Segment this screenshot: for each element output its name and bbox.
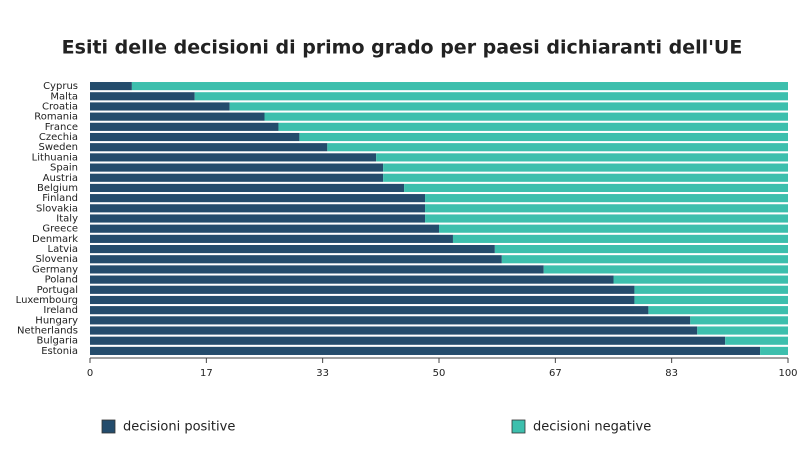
- bar-segment: [90, 214, 426, 223]
- y-tick-label: Italy: [56, 214, 78, 225]
- bar-segment: [90, 102, 230, 111]
- bar-segment: [613, 275, 788, 284]
- bar-segment: [90, 316, 691, 325]
- bar-segment: [404, 183, 788, 193]
- bar-segment: [383, 173, 788, 182]
- y-tick-label: France: [45, 122, 78, 133]
- bar-segment: [760, 346, 788, 355]
- y-tick-label: Bulgaria: [37, 336, 78, 347]
- legend-label: decisioni positive: [123, 420, 235, 435]
- bar-segment: [90, 112, 265, 121]
- bar-segment: [90, 122, 279, 131]
- y-tick-label: Portugal: [37, 285, 78, 296]
- bar-segment: [501, 255, 788, 264]
- bar-segment: [299, 132, 788, 142]
- bar-segment: [90, 306, 649, 315]
- bar-segment: [90, 194, 426, 203]
- y-tick-label: Latvia: [48, 244, 78, 255]
- bar-segment: [425, 194, 788, 203]
- bar-segment: [90, 153, 377, 162]
- y-tick-label: Greece: [42, 224, 78, 235]
- bar-segment: [634, 285, 788, 294]
- y-tick-label: Denmark: [32, 234, 78, 245]
- bar-segment: [90, 275, 614, 284]
- y-tick-label: Ireland: [43, 305, 78, 316]
- bar-segment: [90, 224, 439, 233]
- bar-segment: [90, 143, 328, 152]
- bar-segment: [229, 102, 789, 111]
- bar-segment: [725, 336, 788, 345]
- bar-segment: [90, 346, 761, 355]
- bar-segment: [494, 244, 788, 254]
- legend-swatch: [511, 419, 526, 434]
- chart-title: Esiti delle decisioni di primo grado per…: [62, 37, 743, 59]
- bar-segment: [90, 255, 502, 264]
- bar-segment: [90, 82, 132, 91]
- y-tick-label: Romania: [34, 112, 78, 123]
- y-tick-label: Austria: [43, 173, 78, 184]
- bar-segment: [90, 173, 384, 182]
- bar-segment: [278, 122, 788, 131]
- legend-label: decisioni negative: [533, 420, 651, 435]
- y-tick-label: Luxembourg: [16, 295, 78, 306]
- bar-segment: [648, 306, 788, 315]
- bar-segment: [264, 112, 788, 121]
- bar-segment: [327, 143, 788, 152]
- bar-segment: [439, 224, 788, 233]
- x-tick-label: 100: [778, 368, 797, 379]
- x-tick-label: 67: [549, 368, 562, 379]
- x-tick-label: 17: [200, 368, 213, 379]
- bar-segment: [376, 153, 788, 162]
- bar-segment: [452, 234, 788, 243]
- bar-segment: [690, 316, 788, 325]
- y-tick-label: Spain: [50, 163, 78, 174]
- bar-segment: [634, 295, 788, 305]
- y-tick-label: Poland: [45, 275, 78, 286]
- y-tick-label: Czechia: [39, 132, 78, 143]
- y-tick-label: Slovakia: [36, 203, 78, 214]
- bar-segment: [425, 214, 788, 223]
- x-tick-label: 50: [433, 368, 446, 379]
- y-tick-label: Hungary: [35, 315, 78, 326]
- bar-segment: [90, 204, 426, 213]
- bar-segment: [543, 265, 788, 274]
- x-tick-label: 0: [87, 368, 93, 379]
- bar-segment: [90, 163, 384, 172]
- y-tick-label: Malta: [50, 91, 78, 102]
- bar-segment: [90, 285, 635, 294]
- x-tick-label: 83: [665, 368, 678, 379]
- bar-segment: [90, 336, 726, 345]
- y-tick-label: Sweden: [38, 142, 78, 153]
- y-tick-label: Cyprus: [43, 81, 78, 92]
- bar-segment: [194, 92, 788, 101]
- bar-segment: [90, 265, 544, 274]
- bar-segment: [697, 326, 788, 335]
- x-tick-label: 33: [316, 368, 329, 379]
- bar-segment: [90, 234, 453, 243]
- bar-segment: [90, 132, 300, 142]
- y-tick-label: Croatia: [42, 101, 78, 112]
- y-tick-label: Netherlands: [17, 326, 78, 337]
- bar-segment: [425, 204, 788, 213]
- bar-segment: [90, 183, 405, 193]
- y-tick-label: Belgium: [37, 183, 78, 194]
- y-tick-label: Finland: [42, 193, 78, 204]
- y-tick-label: Slovenia: [35, 254, 78, 265]
- y-tick-label: Lithuania: [32, 152, 78, 163]
- bar-segment: [383, 163, 788, 172]
- y-tick-label: Estonia: [41, 346, 78, 357]
- bar-segment: [131, 82, 788, 91]
- bar-segment: [90, 295, 635, 305]
- bar-segment: [90, 244, 495, 254]
- y-tick-label: Germany: [32, 264, 78, 275]
- bar-segment: [90, 326, 698, 335]
- legend-swatch: [101, 419, 116, 434]
- bar-segment: [90, 92, 195, 101]
